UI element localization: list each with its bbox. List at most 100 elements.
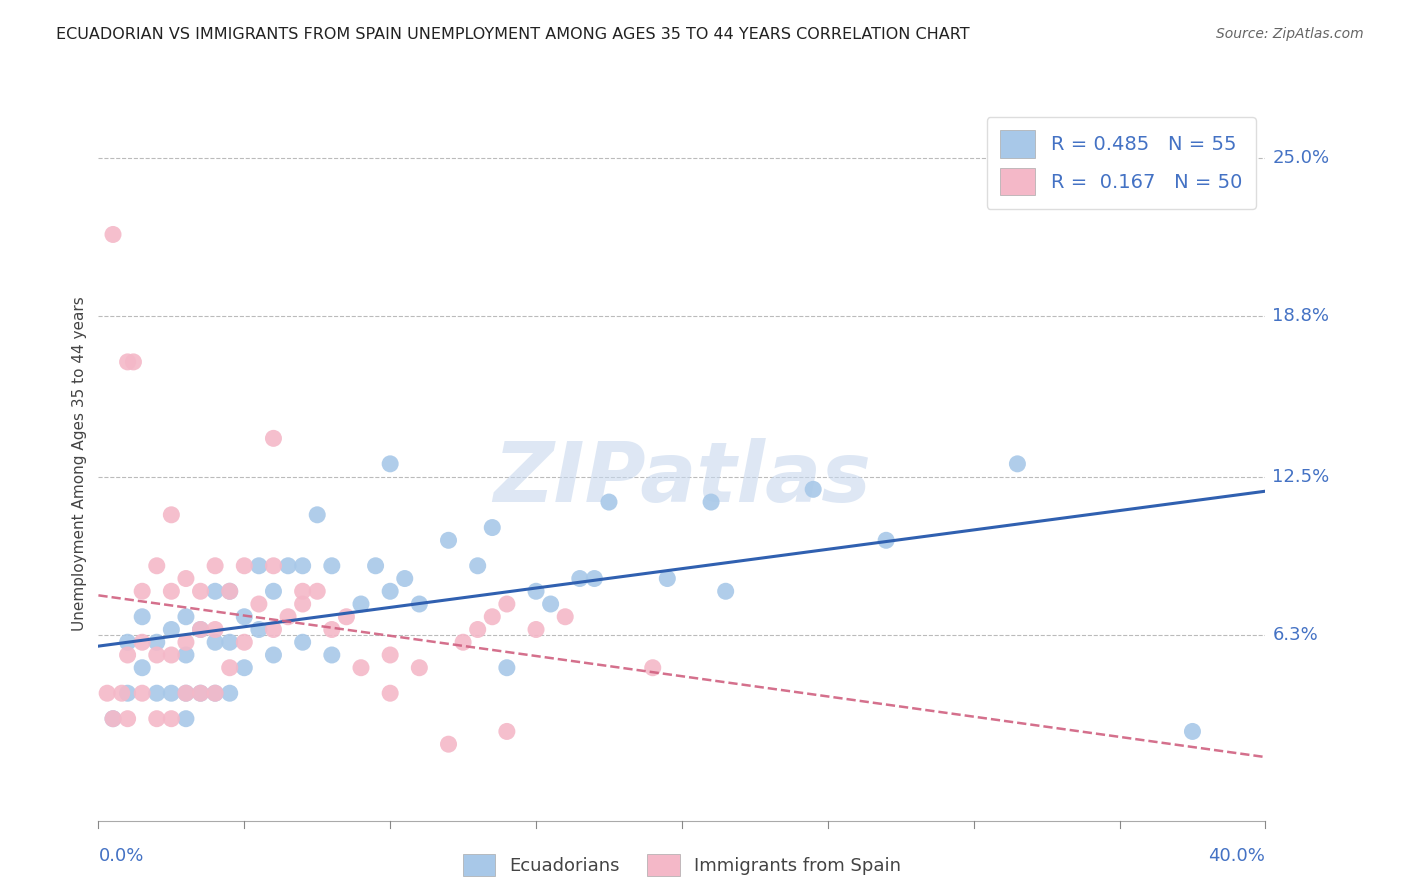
Point: [262, 584, 284, 599]
Point: [101, 712, 124, 726]
Point: [262, 558, 284, 573]
Point: [321, 623, 343, 637]
Point: [481, 609, 503, 624]
Point: [146, 686, 169, 700]
Point: [1007, 457, 1029, 471]
Point: [481, 520, 503, 534]
Point: [204, 686, 226, 700]
Point: [218, 635, 240, 649]
Point: [291, 558, 314, 573]
Point: [131, 609, 153, 624]
Point: [204, 686, 226, 700]
Point: [131, 584, 153, 599]
Point: [495, 661, 517, 675]
Point: [204, 584, 226, 599]
Point: [233, 609, 256, 624]
Point: [801, 483, 824, 497]
Point: [657, 572, 679, 586]
Y-axis label: Unemployment Among Ages 35 to 44 years: Unemployment Among Ages 35 to 44 years: [72, 296, 87, 632]
Point: [437, 737, 460, 751]
Point: [190, 623, 212, 637]
Point: [146, 635, 169, 649]
Point: [218, 661, 240, 675]
Point: [117, 355, 139, 369]
Point: [307, 584, 329, 599]
Text: 12.5%: 12.5%: [1272, 467, 1330, 485]
Point: [160, 686, 183, 700]
Point: [101, 712, 124, 726]
Point: [190, 623, 212, 637]
Point: [247, 623, 270, 637]
Text: 0.0%: 0.0%: [98, 847, 143, 865]
Text: 6.3%: 6.3%: [1272, 625, 1319, 644]
Point: [307, 508, 329, 522]
Point: [174, 648, 197, 662]
Point: [364, 558, 387, 573]
Point: [524, 584, 547, 599]
Point: [291, 635, 314, 649]
Point: [233, 661, 256, 675]
Point: [641, 661, 664, 675]
Point: [131, 686, 153, 700]
Point: [1181, 724, 1204, 739]
Point: [174, 635, 197, 649]
Point: [714, 584, 737, 599]
Point: [218, 584, 240, 599]
Point: [467, 623, 489, 637]
Point: [335, 609, 357, 624]
Point: [495, 724, 517, 739]
Point: [190, 686, 212, 700]
Legend: Ecuadorians, Immigrants from Spain: Ecuadorians, Immigrants from Spain: [456, 847, 908, 883]
Point: [277, 609, 299, 624]
Point: [146, 558, 169, 573]
Point: [117, 712, 139, 726]
Point: [96, 686, 118, 700]
Point: [554, 609, 576, 624]
Point: [408, 661, 430, 675]
Point: [451, 635, 474, 649]
Point: [700, 495, 723, 509]
Point: [190, 686, 212, 700]
Point: [598, 495, 620, 509]
Point: [583, 572, 606, 586]
Point: [233, 558, 256, 573]
Point: [262, 623, 284, 637]
Point: [321, 558, 343, 573]
Point: [394, 572, 416, 586]
Point: [524, 623, 547, 637]
Point: [378, 686, 402, 700]
Text: ECUADORIAN VS IMMIGRANTS FROM SPAIN UNEMPLOYMENT AMONG AGES 35 TO 44 YEARS CORRE: ECUADORIAN VS IMMIGRANTS FROM SPAIN UNEM…: [56, 27, 970, 42]
Point: [233, 635, 256, 649]
Point: [160, 508, 183, 522]
Point: [378, 584, 402, 599]
Point: [131, 661, 153, 675]
Point: [174, 712, 197, 726]
Point: [174, 686, 197, 700]
Point: [146, 648, 169, 662]
Point: [378, 648, 402, 662]
Point: [408, 597, 430, 611]
Point: [131, 635, 153, 649]
Point: [321, 648, 343, 662]
Point: [174, 572, 197, 586]
Point: [262, 431, 284, 445]
Point: [291, 584, 314, 599]
Point: [437, 533, 460, 548]
Point: [122, 355, 145, 369]
Point: [117, 648, 139, 662]
Point: [350, 597, 373, 611]
Point: [204, 635, 226, 649]
Point: [204, 558, 226, 573]
Text: 25.0%: 25.0%: [1272, 149, 1330, 167]
Text: Source: ZipAtlas.com: Source: ZipAtlas.com: [1216, 27, 1364, 41]
Point: [160, 623, 183, 637]
Point: [568, 572, 591, 586]
Point: [378, 457, 402, 471]
Point: [875, 533, 897, 548]
Point: [262, 648, 284, 662]
Point: [174, 686, 197, 700]
Point: [160, 648, 183, 662]
Point: [291, 597, 314, 611]
Point: [101, 227, 124, 242]
Point: [146, 712, 169, 726]
